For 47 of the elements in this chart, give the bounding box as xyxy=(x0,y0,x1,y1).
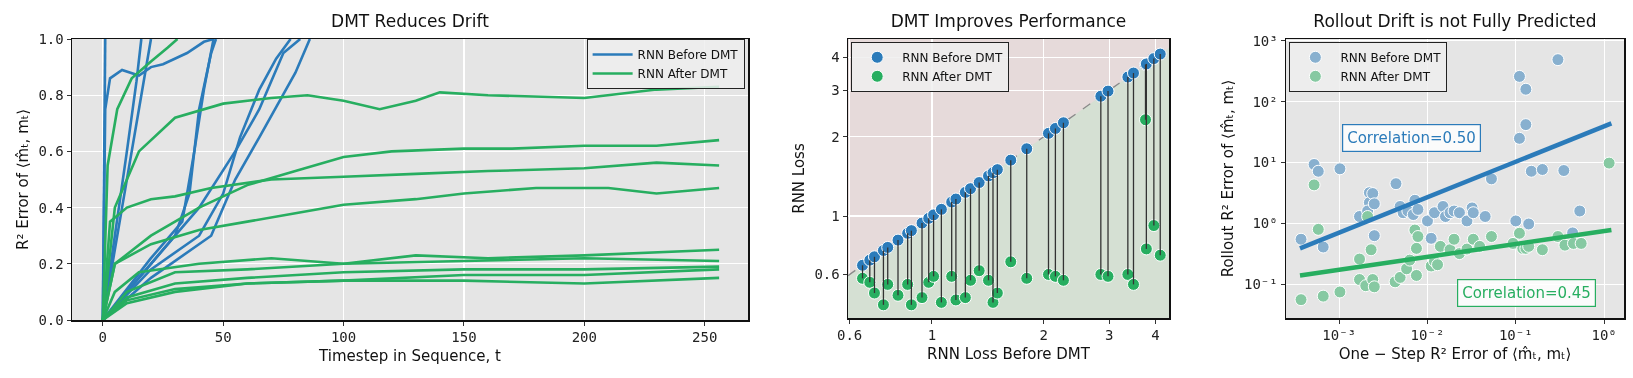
y-tick-label: 3 xyxy=(831,82,840,99)
y-tick-label: 10⁻¹ xyxy=(1243,276,1278,293)
y-tick-label: 0.6 xyxy=(38,143,64,160)
y-tick-label: 4 xyxy=(831,49,840,66)
x-tick-label: 2 xyxy=(1039,327,1048,344)
x-axis-title: RNN Loss Before DMT xyxy=(927,345,1091,364)
x-tick-label: 150 xyxy=(451,329,477,346)
x-tick-label: 0 xyxy=(98,329,108,346)
annotation: Correlation=0.45 xyxy=(1462,284,1591,303)
y-tick-label: 0.2 xyxy=(38,255,64,272)
chart-title: Rollout Drift is not Fully Predicted xyxy=(1313,10,1597,31)
y-tick-label: 0.0 xyxy=(38,311,64,328)
y-tick-label: 0.4 xyxy=(38,199,64,216)
y-tick-label: 0.6 xyxy=(814,266,840,283)
y-tick-label: 2 xyxy=(831,128,840,145)
x-tick-label: 10⁻² xyxy=(1410,327,1445,344)
y-tick-label: 10³ xyxy=(1252,32,1278,49)
legend-label: RNN Before DMT xyxy=(902,50,1003,65)
legend-label: RNN Before DMT xyxy=(637,48,739,63)
x-tick-label: 10⁻³ xyxy=(1322,327,1357,344)
x-tick-label: 100 xyxy=(330,329,357,346)
legend-label: RNN After DMT xyxy=(637,67,728,82)
y-axis-title: R² Error of ⟨m̂ₜ, mₜ⟩ xyxy=(13,108,32,251)
x-tick-label: 250 xyxy=(692,329,718,346)
x-axis-title: One − Step R² Error of ⟨m̂ₜ, mₜ⟩ xyxy=(1338,345,1572,364)
x-tick-label: 1 xyxy=(927,327,937,344)
x-tick-label: 50 xyxy=(214,329,232,346)
x-tick-label: 200 xyxy=(571,329,597,346)
y-tick-label: 1.0 xyxy=(38,30,64,47)
chart-title: DMT Improves Performance xyxy=(890,10,1127,31)
x-tick-label: 4 xyxy=(1151,327,1160,344)
y-tick-label: 1 xyxy=(831,207,840,224)
x-tick-label: 10⁻¹ xyxy=(1498,327,1533,344)
y-tick-label: 10² xyxy=(1252,93,1278,110)
y-tick-label: 0.8 xyxy=(38,87,64,104)
y-axis-title: RNN Loss xyxy=(789,143,808,214)
y-tick-label: 10⁰ xyxy=(1252,215,1278,232)
legend-label: RNN After DMT xyxy=(1340,69,1431,84)
legend-label: RNN After DMT xyxy=(902,69,993,84)
legend-label: RNN Before DMT xyxy=(1340,50,1442,65)
x-axis-title: Timestep in Sequence, t xyxy=(318,347,501,366)
annotation: Correlation=0.50 xyxy=(1347,129,1476,148)
x-tick-label: 10⁰ xyxy=(1591,327,1617,344)
x-tick-label: 3 xyxy=(1104,327,1114,344)
y-tick-label: 10¹ xyxy=(1252,154,1278,171)
chart-title: DMT Reduces Drift xyxy=(331,10,490,31)
y-axis-title: Rollout R² Error of ⟨m̂ₜ, mₜ⟩ xyxy=(1219,79,1238,278)
